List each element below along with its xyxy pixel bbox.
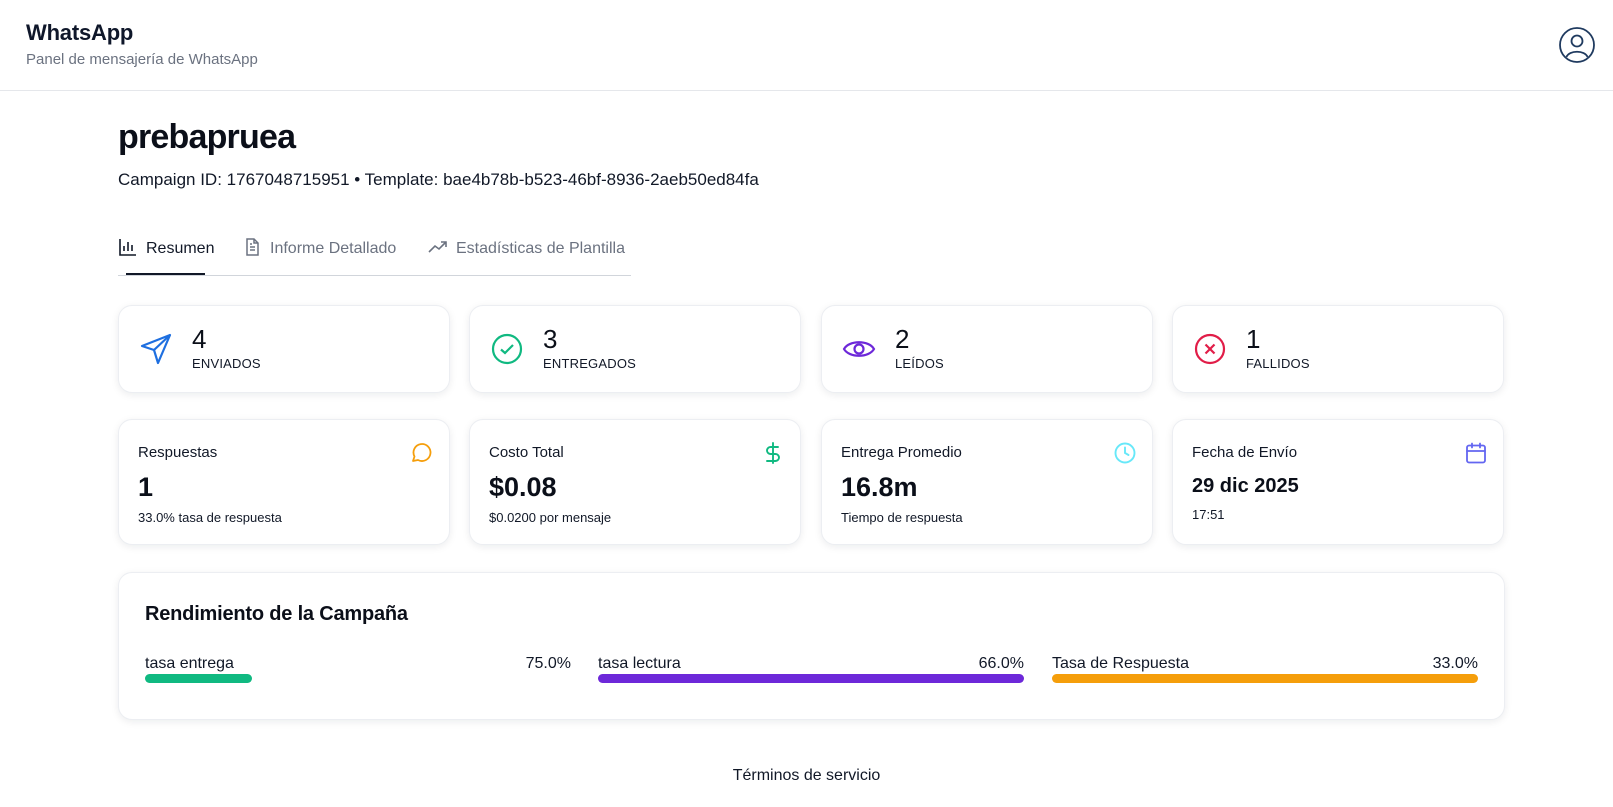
progress-track bbox=[145, 674, 571, 683]
app-title: WhatsApp bbox=[26, 20, 134, 45]
performance-label: Tasa de Respuesta bbox=[1052, 655, 1189, 672]
send-icon bbox=[139, 332, 173, 366]
metric-value: $0.08 bbox=[489, 472, 557, 502]
stat-card-fallidos: 1 FALLIDOS bbox=[1172, 305, 1504, 393]
metric-label: Entrega Promedio bbox=[841, 444, 962, 461]
terms-of-service-link[interactable]: Términos de servicio bbox=[732, 767, 881, 784]
progress-bar-lectura bbox=[598, 674, 1024, 683]
tab-label: Resumen bbox=[146, 240, 215, 257]
performance-item-respuesta: Tasa de Respuesta 33.0% bbox=[1052, 655, 1478, 695]
tab-informe-detallado[interactable]: Informe Detallado bbox=[242, 237, 397, 262]
stat-value: 3 bbox=[543, 324, 558, 354]
bar-chart-icon bbox=[118, 237, 138, 262]
performance-percent: 75.0% bbox=[525, 655, 571, 672]
eye-icon bbox=[842, 332, 876, 366]
metric-card-respuestas: Respuestas 1 33.0% tasa de respuesta bbox=[118, 419, 450, 545]
stat-value: 2 bbox=[895, 324, 910, 354]
tab-label: Informe Detallado bbox=[270, 240, 397, 257]
metric-label: Respuestas bbox=[138, 444, 218, 461]
tab-resumen[interactable]: Resumen bbox=[118, 238, 214, 260]
progress-track bbox=[1052, 674, 1478, 683]
stat-card-enviados: 4 ENVIADOS bbox=[118, 305, 450, 393]
stat-card-leidos: 2 LEÍDOS bbox=[821, 305, 1153, 393]
dollar-icon bbox=[761, 441, 785, 465]
metric-value: 16.8m bbox=[841, 472, 918, 502]
stat-value: 4 bbox=[192, 324, 207, 354]
metric-subtext: Tiempo de respuesta bbox=[841, 510, 963, 525]
tab-bar: Resumen Informe Detallado Estadísticas d… bbox=[118, 230, 631, 276]
calendar-icon bbox=[1464, 441, 1488, 465]
active-tab-indicator bbox=[126, 273, 205, 275]
campaign-title: prebapruea bbox=[118, 118, 296, 156]
metric-label: Fecha de Envío bbox=[1192, 444, 1298, 461]
clock-icon bbox=[1113, 441, 1137, 465]
progress-bar-respuesta bbox=[1052, 674, 1478, 683]
performance-label: tasa lectura bbox=[598, 655, 681, 672]
trending-up-icon bbox=[428, 237, 448, 262]
metric-value: 29 dic 2025 bbox=[1192, 475, 1299, 497]
tab-label: Estadísticas de Plantilla bbox=[456, 240, 625, 257]
metric-subtext: 17:51 bbox=[1192, 507, 1225, 522]
stat-value: 1 bbox=[1246, 324, 1261, 354]
progress-bar-entrega bbox=[145, 674, 252, 683]
progress-track bbox=[598, 674, 1024, 683]
metric-card-entrega-promedio: Entrega Promedio 16.8m Tiempo de respues… bbox=[821, 419, 1153, 545]
metric-card-fecha-envio: Fecha de Envío 29 dic 2025 17:51 bbox=[1172, 419, 1504, 545]
performance-percent: 66.0% bbox=[978, 655, 1024, 672]
stat-card-entregados: 3 ENTREGADOS bbox=[469, 305, 801, 393]
check-circle-icon bbox=[490, 332, 524, 366]
performance-card: Rendimiento de la Campaña tasa entrega 7… bbox=[118, 572, 1505, 720]
performance-title: Rendimiento de la Campaña bbox=[145, 603, 408, 625]
stat-label: LEÍDOS bbox=[895, 356, 944, 371]
metric-subtext: 33.0% tasa de respuesta bbox=[138, 510, 282, 525]
app-header: WhatsApp Panel de mensajería de WhatsApp bbox=[0, 0, 1613, 91]
performance-item-lectura: tasa lectura 66.0% bbox=[598, 655, 1024, 695]
metric-card-costo-total: Costo Total $0.08 $0.0200 por mensaje bbox=[469, 419, 801, 545]
campaign-meta: Campaign ID: 1767048715951 • Template: b… bbox=[118, 170, 759, 189]
chat-bubble-icon bbox=[410, 441, 434, 465]
tab-estadisticas-plantilla[interactable]: Estadísticas de Plantilla bbox=[428, 238, 625, 260]
stat-label: ENTREGADOS bbox=[543, 356, 637, 371]
user-circle-icon[interactable] bbox=[1558, 26, 1596, 64]
metric-label: Costo Total bbox=[489, 444, 564, 461]
x-circle-icon bbox=[1193, 332, 1227, 366]
performance-label: tasa entrega bbox=[145, 655, 234, 672]
stat-label: ENVIADOS bbox=[192, 356, 261, 371]
metric-subtext: $0.0200 por mensaje bbox=[489, 510, 612, 525]
metric-value: 1 bbox=[138, 472, 154, 502]
performance-item-entrega: tasa entrega 75.0% bbox=[145, 655, 571, 695]
document-icon bbox=[242, 237, 262, 262]
app-subtitle: Panel de mensajería de WhatsApp bbox=[26, 51, 258, 68]
performance-percent: 33.0% bbox=[1432, 655, 1478, 672]
stat-label: FALLIDOS bbox=[1246, 356, 1310, 371]
